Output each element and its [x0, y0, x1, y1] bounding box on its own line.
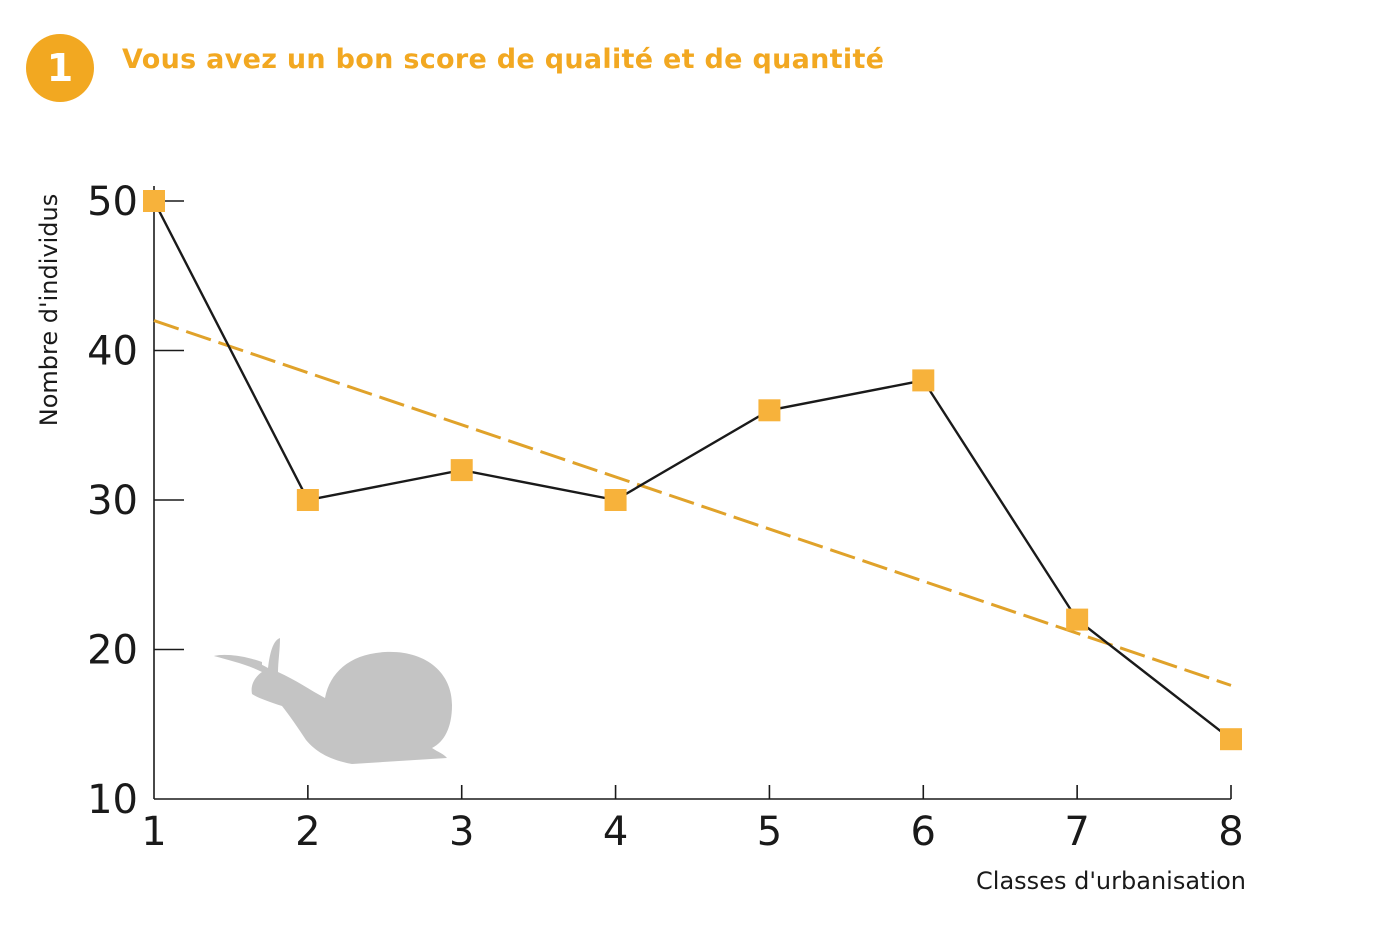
x-axis-title: Classes d'urbanisation — [976, 867, 1246, 895]
series-layer — [143, 190, 1242, 751]
x-tick-label: 4 — [603, 809, 628, 855]
y-axis-title: Nombre d'individus — [35, 194, 63, 426]
x-tick-label: 5 — [757, 809, 782, 855]
x-axis-ticks: 1 2 3 4 5 6 7 8 — [141, 785, 1244, 855]
x-tick-label: 6 — [911, 809, 936, 855]
x-tick-label: 8 — [1218, 809, 1243, 855]
data-point — [604, 489, 627, 511]
x-tick-label: 3 — [449, 809, 474, 855]
x-tick-label: 1 — [141, 809, 166, 855]
step-number-badge: 1 — [26, 34, 94, 102]
x-tick-label: 2 — [295, 809, 320, 855]
headline: Vous avez un bon score de qualité et de … — [122, 44, 885, 75]
snail-icon — [214, 638, 452, 764]
y-tick-label: 50 — [87, 179, 138, 225]
data-point — [450, 459, 473, 482]
y-tick-label: 20 — [87, 628, 138, 674]
series-line — [152, 200, 1232, 741]
trend-line — [153, 319, 1232, 687]
trendline-layer — [153, 319, 1232, 687]
step-number: 1 — [46, 46, 74, 90]
y-tick-label: 30 — [87, 478, 138, 524]
data-point — [912, 369, 935, 392]
y-tick-label: 10 — [87, 777, 138, 823]
data-point — [1220, 728, 1242, 751]
y-tick-label: 40 — [87, 329, 138, 375]
data-point — [758, 399, 781, 422]
data-point — [296, 489, 319, 511]
data-point — [1066, 608, 1089, 631]
y-axis-ticks: 10 20 30 40 50 — [87, 179, 184, 823]
data-point — [143, 190, 165, 212]
x-tick-label: 7 — [1064, 809, 1089, 855]
